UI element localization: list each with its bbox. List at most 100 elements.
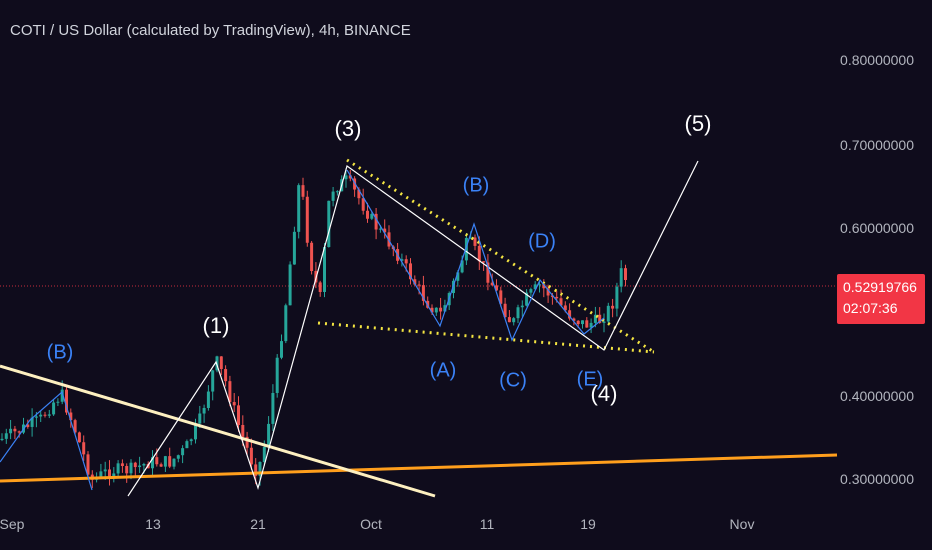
candle-body-113 xyxy=(486,262,490,283)
bar-countdown: 02:07:36 xyxy=(843,300,898,316)
date-label-oct: Oct xyxy=(360,516,382,532)
candle-body-53 xyxy=(228,381,232,403)
candle-body-6 xyxy=(26,424,30,427)
candle-body-140 xyxy=(602,321,606,323)
candle-body-55 xyxy=(237,405,240,425)
candle-body-56 xyxy=(241,424,245,437)
candle-body-125 xyxy=(538,284,541,286)
candle-body-1 xyxy=(4,433,8,439)
candle-body-61 xyxy=(262,446,266,463)
candle-body-119 xyxy=(512,318,516,323)
candle-body-75 xyxy=(323,247,326,292)
candle-body-109 xyxy=(469,237,473,239)
candle-body-31 xyxy=(133,462,137,468)
candle-body-129 xyxy=(555,296,559,299)
candle-body-136 xyxy=(585,320,589,328)
descending-trendline[interactable] xyxy=(0,364,436,498)
candle-body-137 xyxy=(589,322,593,328)
candle-body-131 xyxy=(563,305,567,311)
date-label-11: 11 xyxy=(479,516,495,532)
candle-body-130 xyxy=(559,298,563,306)
candle-body-81 xyxy=(348,175,352,179)
candle-body-124 xyxy=(533,284,537,290)
candle-body-87 xyxy=(374,213,378,230)
triangle-upper-line[interactable] xyxy=(346,158,655,354)
candle-body-38 xyxy=(163,456,167,467)
early-wave-path[interactable] xyxy=(0,390,93,491)
candle-body-86 xyxy=(370,213,374,219)
candle-body-89 xyxy=(383,228,387,233)
candle-body-8 xyxy=(34,416,38,418)
support-line[interactable] xyxy=(0,453,838,483)
candle-body-139 xyxy=(598,314,602,323)
candle-body-17 xyxy=(73,420,77,433)
date-label-nov: Nov xyxy=(729,516,755,532)
candle-body-94 xyxy=(404,259,408,264)
candle-body-41 xyxy=(176,455,180,459)
candle-body-123 xyxy=(529,289,533,293)
wave-label-5: (5) xyxy=(684,111,712,136)
abcde-wave-path[interactable] xyxy=(346,169,605,342)
candle-body-16 xyxy=(69,412,73,421)
candle-body-29 xyxy=(125,466,129,474)
wave-label-4: (4) xyxy=(590,381,618,406)
candle-body-135 xyxy=(581,320,584,325)
candle-body-7 xyxy=(30,417,34,427)
candle-body-46 xyxy=(198,413,202,424)
candle-body-44 xyxy=(189,439,193,442)
candle-body-116 xyxy=(499,290,503,304)
wave-label-d: (D) xyxy=(528,230,556,253)
candle-body-60 xyxy=(258,462,262,476)
candle-body-93 xyxy=(400,259,404,261)
candle-body-128 xyxy=(550,295,554,297)
candle-body-108 xyxy=(464,237,468,261)
candle-body-37 xyxy=(159,464,163,467)
candle-body-120 xyxy=(516,307,520,319)
candle-body-3 xyxy=(13,428,17,432)
candle-body-71 xyxy=(305,196,309,243)
candle-body-48 xyxy=(206,391,210,408)
candle-body-12 xyxy=(52,402,56,415)
candle-body-85 xyxy=(366,210,369,219)
price-label-040: 0.40000000 xyxy=(840,388,914,404)
candle-body-59 xyxy=(254,464,258,476)
impulse-wave-path[interactable] xyxy=(127,160,699,497)
candle-body-47 xyxy=(202,407,206,414)
candle-body-26 xyxy=(112,473,116,477)
candle-body-102 xyxy=(439,307,443,312)
candle-body-133 xyxy=(572,318,576,321)
candle-body-52 xyxy=(224,369,228,382)
candle-body-83 xyxy=(357,189,361,199)
candle-body-77 xyxy=(331,191,335,201)
candle-body-78 xyxy=(335,191,339,193)
candle-body-0 xyxy=(0,438,4,440)
candle-body-35 xyxy=(151,457,154,469)
candle-body-76 xyxy=(327,200,331,248)
candle-body-65 xyxy=(280,341,283,358)
candle-body-11 xyxy=(47,414,51,416)
candle-body-45 xyxy=(194,423,197,440)
candle-body-115 xyxy=(495,285,498,291)
candle-body-27 xyxy=(116,463,120,474)
candle-body-62 xyxy=(267,423,271,447)
candle-body-103 xyxy=(443,305,447,312)
candle-body-30 xyxy=(129,462,133,474)
candle-body-68 xyxy=(292,231,296,265)
candle-body-10 xyxy=(43,414,47,416)
candle-body-4 xyxy=(17,431,21,433)
wave-label-3: (3) xyxy=(334,116,362,141)
candle-body-40 xyxy=(172,458,176,467)
candle-body-127 xyxy=(546,288,550,296)
candle-body-25 xyxy=(108,469,111,477)
triangle-lower-line[interactable] xyxy=(317,321,655,354)
wave-label-1: (1) xyxy=(202,313,230,338)
candles-layer xyxy=(0,168,627,489)
candle-body-106 xyxy=(456,272,460,281)
wave-label-c: (C) xyxy=(499,369,527,392)
candle-body-118 xyxy=(507,317,511,323)
candle-body-134 xyxy=(576,320,580,325)
candle-body-32 xyxy=(138,465,142,468)
candle-body-126 xyxy=(542,284,546,289)
price-label-060: 0.60000000 xyxy=(840,220,914,236)
